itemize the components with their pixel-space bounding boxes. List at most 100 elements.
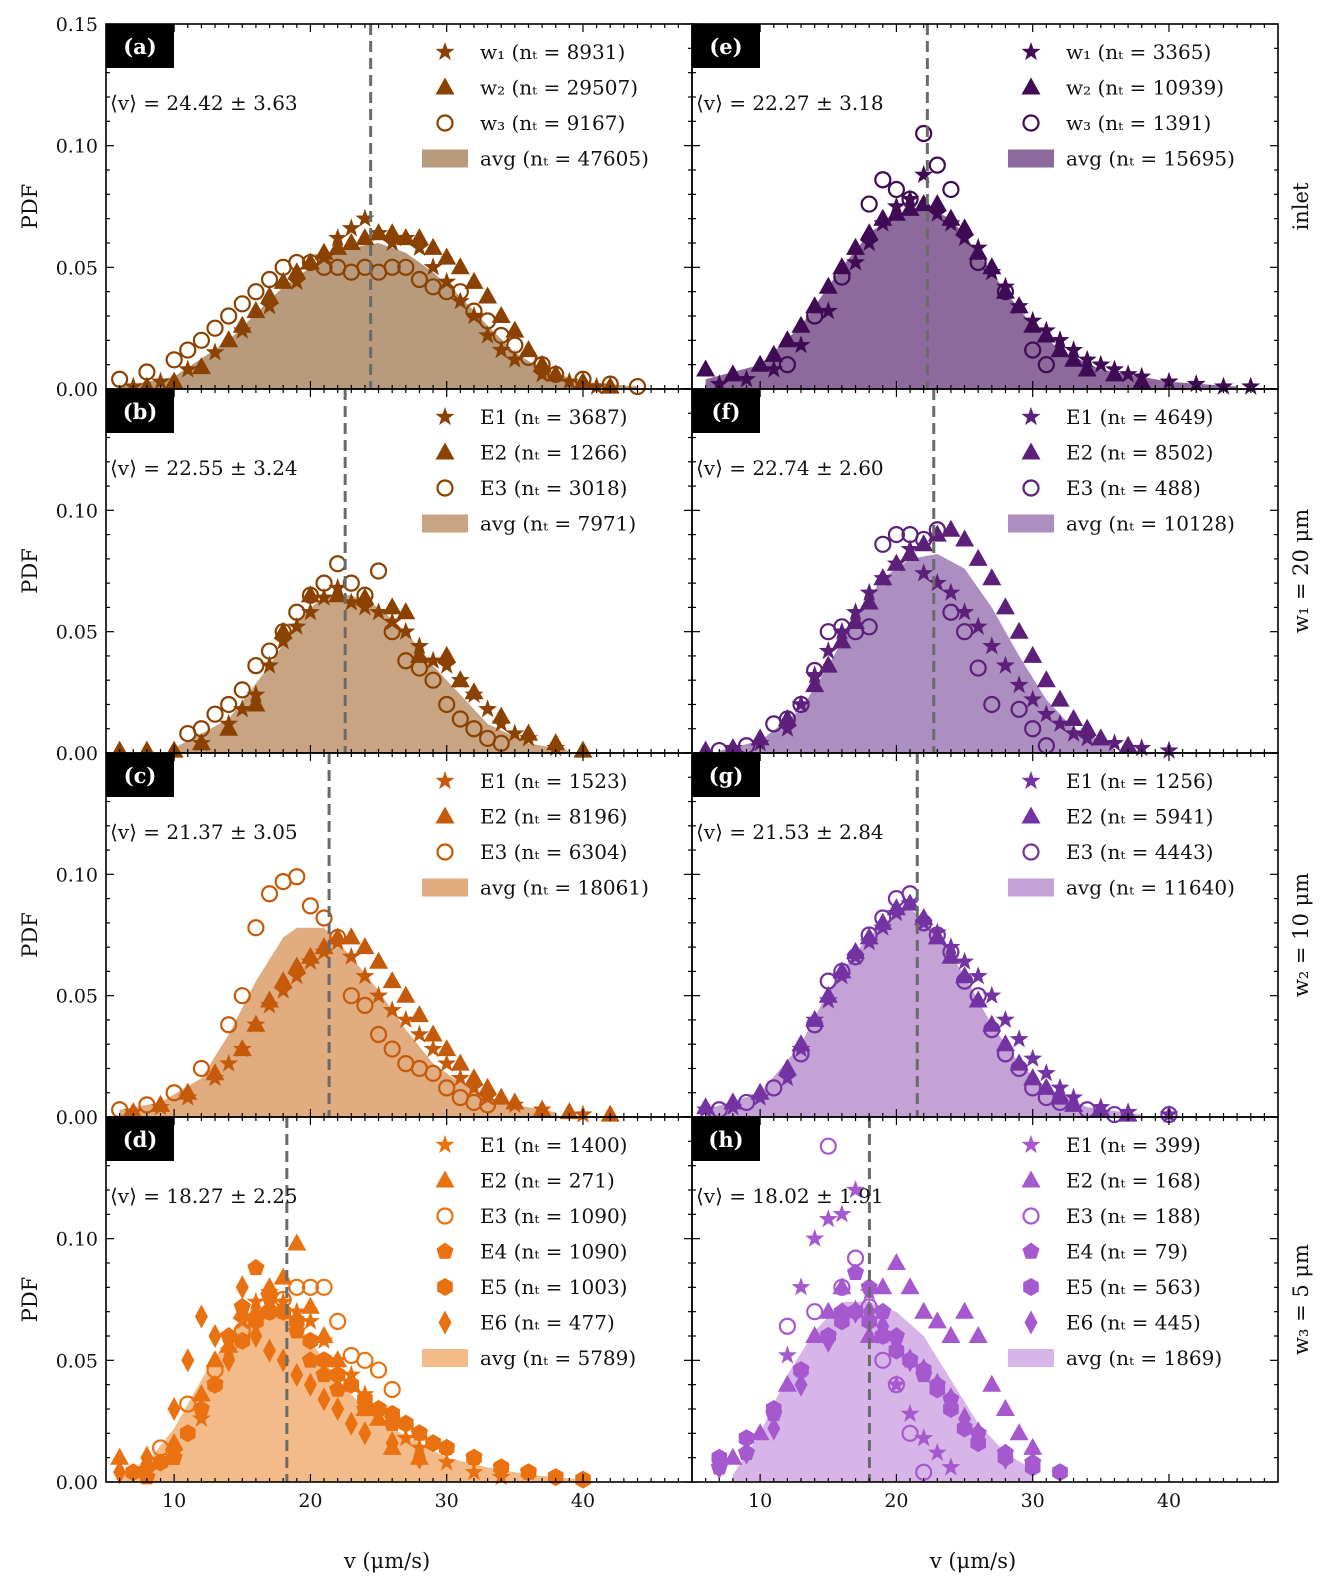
- data-point: [996, 1045, 1015, 1063]
- data-point: [179, 1395, 197, 1413]
- data-point: [982, 636, 1002, 655]
- row-label: w₁ = 20 μm: [1289, 509, 1313, 633]
- data-point: [723, 1447, 743, 1465]
- data-point: [806, 307, 824, 325]
- data-point: [859, 233, 879, 252]
- data-point: [273, 271, 293, 289]
- data-point: [409, 645, 429, 663]
- legend: w₁ (nₜ = 8931) w₂ (nₜ = 29507) w₃ (nₜ = 91…: [422, 40, 649, 171]
- legend-entry: avg (nₜ = 15695): [1066, 147, 1235, 171]
- legend-entry: avg (nₜ = 47605): [480, 147, 649, 171]
- data-point: [1023, 1437, 1043, 1455]
- data-point: [941, 946, 961, 964]
- data-point: [343, 1375, 360, 1394]
- panel-label-box: [106, 389, 174, 433]
- legend-marker: [1022, 843, 1040, 861]
- legend-entry: E2 (nₜ = 5941): [1066, 805, 1213, 829]
- data-point: [464, 271, 484, 289]
- data-point: [792, 1045, 810, 1063]
- data-point: [750, 1082, 770, 1100]
- data-point: [438, 695, 456, 714]
- data-point: [983, 1021, 1001, 1039]
- data-point: [355, 228, 375, 246]
- data-point: [438, 283, 456, 301]
- data-point: [942, 603, 960, 621]
- data-point: [982, 257, 1002, 275]
- data-point: [723, 364, 743, 382]
- data-point: [860, 618, 878, 636]
- data-point: [874, 1302, 892, 1319]
- data-point: [969, 987, 987, 1005]
- data-point: [287, 271, 307, 290]
- data-point: [260, 270, 279, 289]
- data-point: [901, 190, 919, 208]
- data-point: [437, 1452, 457, 1471]
- data-point: [355, 966, 375, 985]
- data-point: [915, 530, 933, 549]
- data-point: [410, 270, 429, 289]
- legend-entry: E3 (nₜ = 4443): [1066, 840, 1213, 864]
- data-point: [288, 603, 306, 621]
- data-point: [941, 937, 961, 956]
- data-point: [832, 631, 852, 649]
- data-point: [342, 987, 360, 1005]
- avg-area: [705, 908, 1142, 1117]
- data-point: [860, 195, 878, 213]
- data-point: [777, 1058, 797, 1076]
- legend-swatch: [1008, 1349, 1054, 1367]
- data-point: [329, 928, 347, 947]
- data-point: [941, 582, 961, 601]
- legend-marker: [1021, 42, 1041, 61]
- data-point: [968, 616, 988, 635]
- data-point: [409, 1005, 429, 1023]
- data-point: [1105, 364, 1124, 382]
- y-tick-label: 0.05: [56, 622, 98, 644]
- data-point: [805, 1228, 825, 1247]
- data-point: [792, 695, 810, 714]
- data-point: [764, 359, 784, 378]
- data-point: [478, 286, 498, 304]
- panel-f: (f) ⟨v⟩ = 22.74 ± 2.60 E1 (nₜ = 4649) E2 (n…: [691, 388, 1279, 760]
- data-point: [833, 1278, 851, 1296]
- data-point: [859, 1326, 879, 1343]
- data-point: [287, 966, 307, 985]
- x-tick-label: 40: [1157, 1490, 1181, 1512]
- data-point: [1091, 354, 1111, 373]
- data-point: [876, 1314, 890, 1339]
- data-point: [1050, 340, 1070, 358]
- legend-entry: E1 (nₜ = 1400): [480, 1133, 627, 1157]
- data-point: [331, 1397, 345, 1421]
- data-point: [300, 1311, 320, 1330]
- data-point: [532, 354, 552, 372]
- data-point: [450, 291, 470, 310]
- data-point: [260, 642, 279, 660]
- legend-marker: [1021, 1135, 1041, 1154]
- legend-entry: avg (nₜ = 18061): [480, 876, 649, 900]
- data-point: [968, 1326, 988, 1343]
- data-point: [491, 706, 511, 724]
- data-point: [369, 1025, 388, 1044]
- panel-label-box: [692, 753, 760, 797]
- data-point: [409, 636, 429, 655]
- panel-label-box: [692, 389, 760, 433]
- data-point: [205, 342, 225, 361]
- y-tick-label: 0.10: [56, 864, 98, 886]
- data-point: [341, 218, 361, 237]
- data-point: [832, 1277, 852, 1295]
- avg-area: [119, 243, 638, 389]
- panel-label: (a): [123, 34, 156, 59]
- data-point: [559, 1102, 579, 1120]
- data-point: [750, 354, 770, 372]
- data-point: [955, 602, 975, 621]
- data-point: [317, 1387, 331, 1412]
- x-tick-label: 40: [571, 1490, 595, 1512]
- data-point: [259, 296, 280, 315]
- data-point: [955, 966, 975, 984]
- legend-entry: E1 (nₜ = 1523): [480, 769, 627, 793]
- legend-swatch: [1008, 149, 1054, 168]
- data-point: [314, 1326, 334, 1343]
- data-point: [982, 568, 1002, 586]
- data-point: [900, 1403, 920, 1422]
- data-point: [328, 585, 348, 603]
- data-point: [409, 228, 429, 246]
